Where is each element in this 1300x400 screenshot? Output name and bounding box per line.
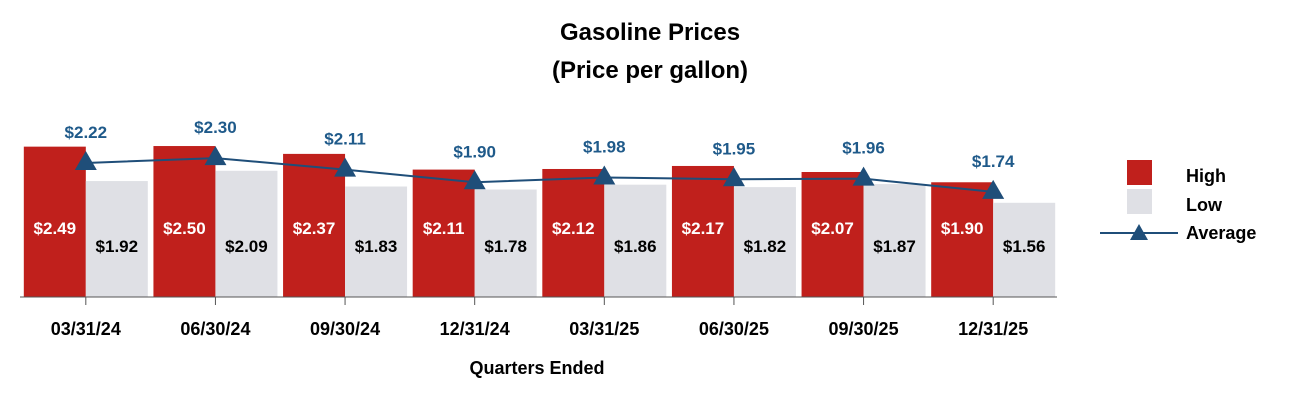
bar-high	[153, 146, 216, 297]
bar-low-value-label: $1.78	[484, 237, 527, 256]
average-value-label: $1.98	[583, 137, 626, 156]
bar-high	[412, 169, 475, 297]
average-value-label: $2.11	[324, 130, 366, 149]
bar-low-value-label: $1.87	[873, 237, 916, 256]
bar-high	[931, 182, 994, 297]
average-marker	[204, 146, 227, 166]
bar-high-value-label: $2.11	[423, 219, 465, 238]
bar-low	[345, 186, 408, 297]
legend-high-swatch	[1127, 160, 1152, 185]
bar-low-value-label: $2.09	[225, 237, 268, 256]
average-marker	[463, 170, 486, 190]
average-marker	[852, 166, 875, 186]
x-tick-label: 12/31/25	[958, 319, 1028, 339]
bar-low	[733, 187, 796, 297]
average-line	[85, 157, 994, 193]
chart-subtitle: (Price per gallon)	[552, 57, 748, 84]
x-tick-label: 09/30/24	[310, 319, 380, 339]
bar-high-value-label: $1.90	[941, 219, 984, 238]
average-value-label: $2.22	[65, 123, 108, 142]
legend-average-marker	[1130, 224, 1148, 240]
bar-high	[671, 165, 734, 297]
bar-high	[23, 146, 86, 297]
legend-low-swatch	[1127, 189, 1152, 214]
x-tick-label: 12/31/24	[440, 319, 510, 339]
bar-low-value-label: $1.56	[1003, 237, 1046, 256]
legend: High Low Average	[1100, 160, 1256, 243]
bar-high-value-label: $2.07	[811, 219, 854, 238]
bar-low-value-label: $1.83	[355, 237, 398, 256]
bar-high-value-label: $2.50	[163, 219, 206, 238]
bar-low	[604, 184, 667, 297]
x-tick-label: 03/31/24	[51, 319, 121, 339]
legend-low-label: Low	[1186, 195, 1223, 215]
bar-low-value-label: $1.92	[96, 237, 139, 256]
average-value-label: $1.90	[453, 142, 496, 161]
average-marker	[334, 157, 357, 177]
legend-high-label: High	[1186, 166, 1226, 186]
bars-layer: $2.49 $1.92 $2.50 $2.09 $2.37 $1.83 $2.11 $1.78…	[23, 146, 1056, 297]
bar-low	[215, 170, 278, 297]
bar-low	[993, 202, 1056, 297]
x-tick-label: 06/30/24	[180, 319, 250, 339]
legend-average-label: Average	[1186, 223, 1256, 243]
bar-high	[801, 172, 864, 297]
x-tick-label: 09/30/25	[829, 319, 899, 339]
average-line-layer: $2.22 $2.30 $2.11 $1.90 $1.98 $1.95 $1.96 $1.74	[65, 118, 1015, 199]
bar-high	[283, 153, 346, 297]
bar-high-value-label: $2.49	[34, 219, 77, 238]
bar-low-value-label: $1.86	[614, 237, 657, 256]
average-value-label: $1.96	[842, 139, 885, 158]
chart-title: Gasoline Prices	[560, 19, 740, 46]
average-value-label: $1.95	[713, 139, 756, 158]
bar-high-value-label: $2.37	[293, 219, 336, 238]
average-value-label: $1.74	[972, 152, 1015, 171]
average-marker	[74, 150, 97, 170]
bar-low	[863, 184, 926, 297]
average-marker	[982, 179, 1005, 199]
x-axis: 03/31/24 06/30/24 09/30/24 12/31/24 03/31/25…	[20, 296, 1057, 339]
bar-high	[542, 168, 605, 297]
bar-high-value-label: $2.12	[552, 219, 595, 238]
bar-low	[474, 189, 537, 297]
average-value-label: $2.30	[194, 118, 237, 137]
bar-low-value-label: $1.82	[744, 237, 787, 256]
x-axis-label: Quarters Ended	[469, 358, 604, 378]
bar-high-value-label: $2.17	[682, 219, 725, 238]
x-tick-label: 06/30/25	[699, 319, 769, 339]
x-tick-label: 03/31/25	[569, 319, 639, 339]
average-marker	[593, 165, 616, 185]
bar-low	[85, 181, 148, 297]
average-marker	[722, 167, 745, 187]
